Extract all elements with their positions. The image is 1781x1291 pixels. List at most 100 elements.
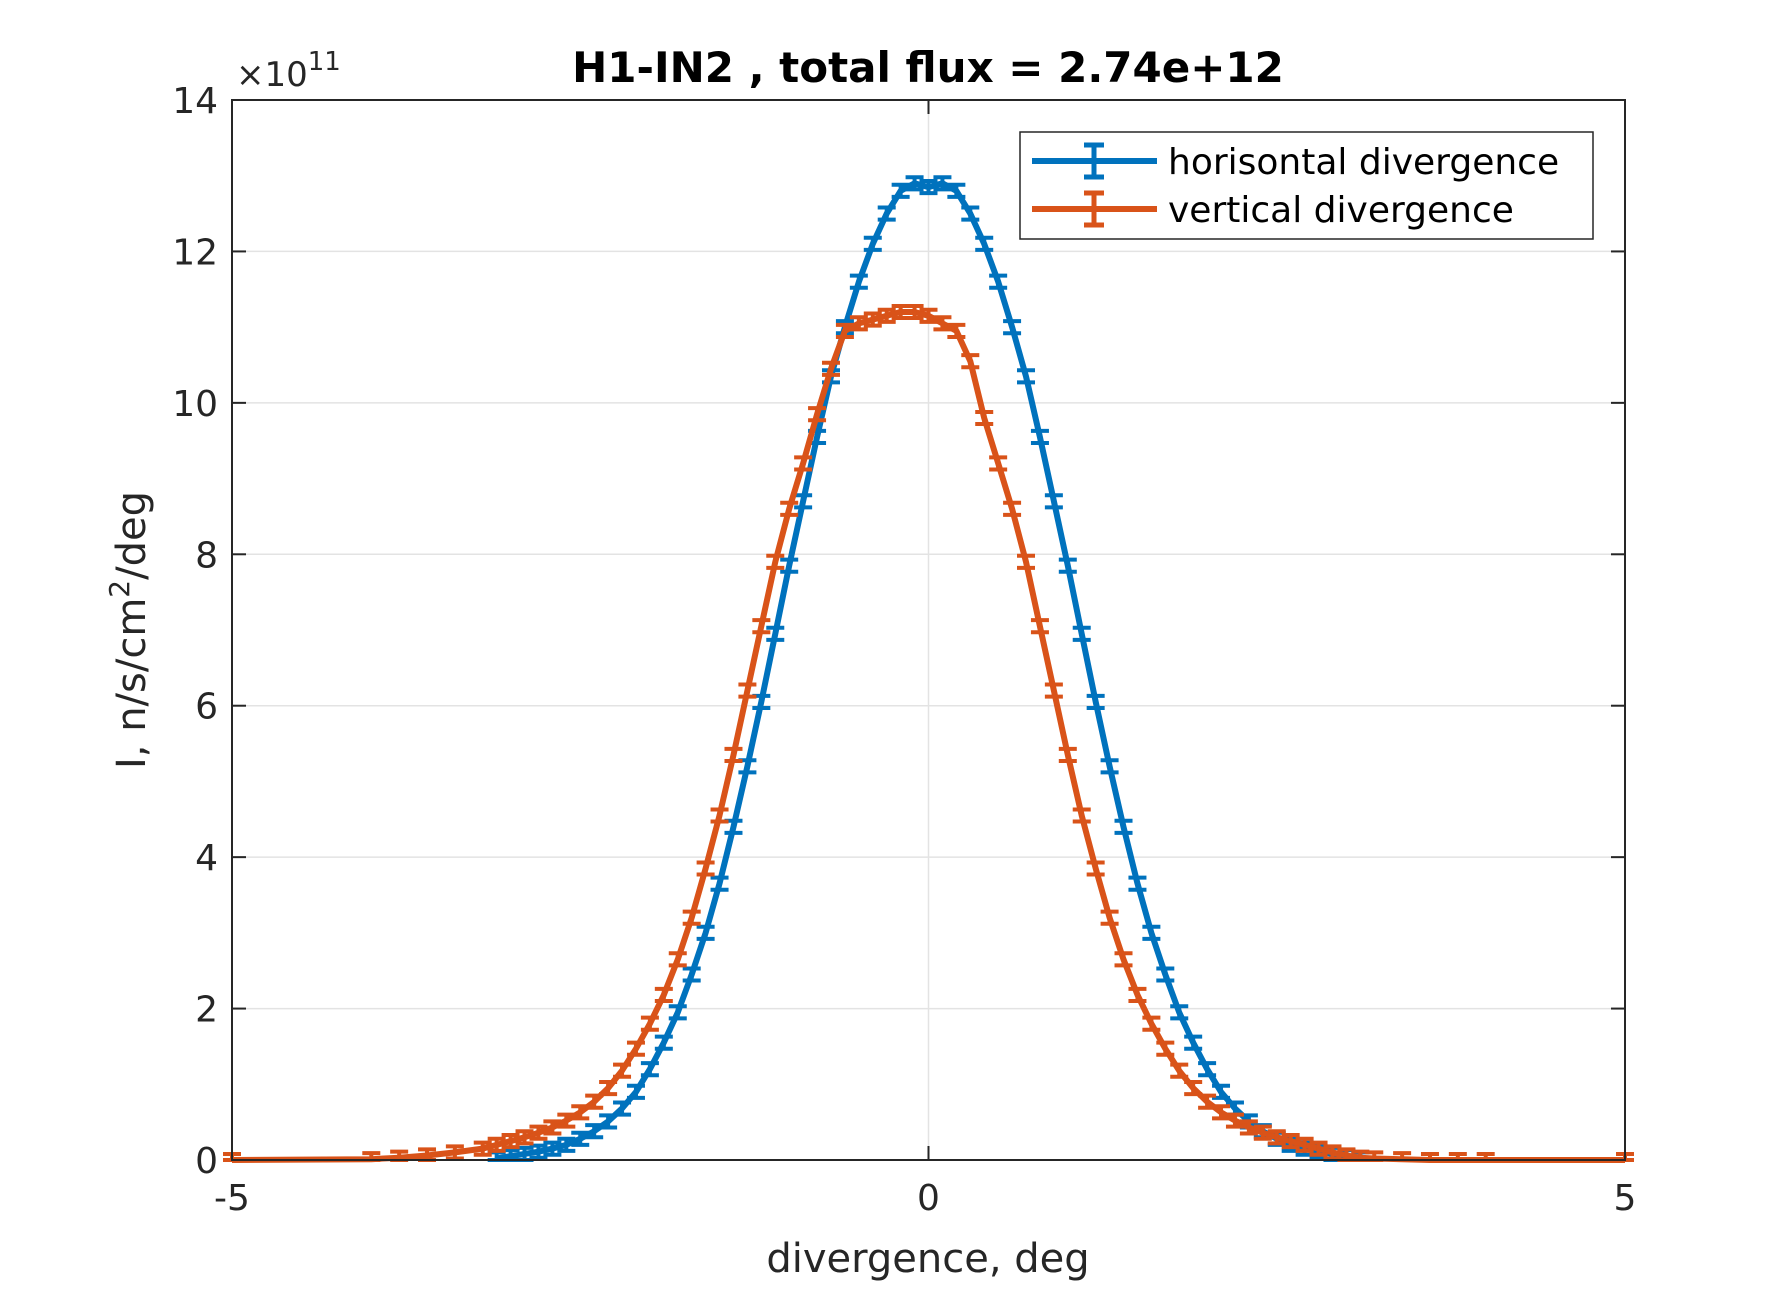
error-bar bbox=[989, 273, 1008, 290]
y-tick-label: 14 bbox=[172, 81, 218, 122]
error-bar bbox=[682, 909, 701, 926]
error-bar bbox=[1072, 807, 1091, 824]
legend-entry-vertical: vertical divergence bbox=[1032, 190, 1514, 231]
error-bar bbox=[808, 406, 827, 423]
error-bar bbox=[1003, 500, 1022, 517]
legend-errorbar-horisontal bbox=[1084, 142, 1104, 180]
error-bar bbox=[1281, 1133, 1300, 1150]
error-bar bbox=[613, 1062, 632, 1079]
error-bar bbox=[1156, 1040, 1175, 1057]
error-bar bbox=[487, 1136, 506, 1153]
error-bar bbox=[668, 951, 687, 968]
error-bar bbox=[794, 455, 813, 472]
error-bar bbox=[696, 924, 715, 941]
error-bar bbox=[640, 1015, 659, 1032]
error-bar bbox=[1267, 1129, 1286, 1146]
y-axis-label: I, n/s/cm2/deg bbox=[103, 491, 155, 769]
y-tick-label: 0 bbox=[195, 1141, 218, 1182]
error-bar bbox=[445, 1144, 464, 1161]
error-bar bbox=[919, 307, 938, 324]
error-bar bbox=[877, 307, 896, 324]
error-bar bbox=[947, 182, 966, 199]
error-bar bbox=[613, 1100, 632, 1117]
error-bar bbox=[571, 1130, 590, 1147]
error-bar bbox=[710, 807, 729, 824]
error-bar bbox=[515, 1129, 534, 1146]
error-bar bbox=[961, 205, 980, 222]
error-bar bbox=[1114, 951, 1133, 968]
y-tick-label: 6 bbox=[195, 687, 218, 728]
legend: horisontal divergence vertical divergenc… bbox=[1019, 131, 1594, 240]
error-bar bbox=[1030, 428, 1049, 445]
error-bar bbox=[1086, 693, 1105, 710]
ticks bbox=[231, 99, 1626, 1161]
error-bar bbox=[1100, 758, 1119, 775]
error-bar bbox=[626, 1040, 645, 1057]
error-bar bbox=[849, 273, 868, 290]
error-bar bbox=[766, 553, 785, 570]
error-bar bbox=[1212, 1104, 1231, 1121]
error-bar bbox=[1086, 860, 1105, 877]
error-bar bbox=[1142, 1015, 1161, 1032]
legend-errorbar-vertical bbox=[1084, 190, 1104, 228]
error-bar bbox=[529, 1143, 548, 1160]
error-bar bbox=[933, 315, 952, 332]
y-tick-label: 4 bbox=[195, 838, 218, 879]
chart-title: H1-IN2 , total flux = 2.74e+12 bbox=[572, 43, 1284, 92]
y-tick-label: 2 bbox=[195, 990, 218, 1031]
error-bar bbox=[557, 1112, 576, 1129]
y-tick-label: 8 bbox=[195, 535, 218, 576]
y-tick-label: 12 bbox=[172, 232, 218, 273]
grid bbox=[232, 100, 1625, 1160]
error-bar bbox=[947, 322, 966, 339]
error-bar bbox=[543, 1140, 562, 1157]
error-bar bbox=[1030, 618, 1049, 635]
error-bar bbox=[654, 986, 673, 1003]
error-bar bbox=[1198, 1061, 1217, 1078]
error-bar bbox=[1044, 682, 1063, 699]
error-bar bbox=[1128, 986, 1147, 1003]
error-bar bbox=[933, 175, 952, 192]
error-bar bbox=[473, 1140, 492, 1157]
error-bar bbox=[710, 875, 729, 892]
error-bar bbox=[1156, 966, 1175, 983]
error-bar bbox=[529, 1124, 548, 1141]
error-bar bbox=[1295, 1136, 1314, 1153]
error-bar bbox=[863, 235, 882, 252]
error-bar bbox=[863, 311, 882, 328]
error-bar bbox=[1044, 493, 1063, 510]
error-bar bbox=[835, 322, 854, 339]
error-bar bbox=[1017, 368, 1036, 385]
error-bar bbox=[849, 315, 868, 332]
error-bar bbox=[1072, 625, 1091, 642]
error-bar bbox=[585, 1123, 604, 1140]
error-bar bbox=[821, 360, 840, 377]
error-bar bbox=[1058, 746, 1077, 763]
error-bar bbox=[877, 205, 896, 222]
error-bar bbox=[1212, 1083, 1231, 1100]
error-bar bbox=[1003, 319, 1022, 336]
error-bar bbox=[682, 966, 701, 983]
x-axis-label: divergence, deg bbox=[766, 1236, 1089, 1282]
error-bar bbox=[780, 557, 799, 574]
error-bar bbox=[780, 500, 799, 517]
error-bar bbox=[1239, 1119, 1258, 1136]
error-bar bbox=[919, 179, 938, 196]
legend-label-horisontal: horisontal divergence bbox=[1168, 142, 1559, 183]
error-bar bbox=[989, 455, 1008, 472]
error-bar bbox=[975, 409, 994, 427]
error-bar bbox=[1170, 1004, 1189, 1021]
legend-box bbox=[1019, 131, 1594, 240]
legend-entry-horisontal: horisontal divergence bbox=[1032, 142, 1559, 183]
error-bar bbox=[961, 353, 980, 370]
y-exponent-label: ×1011 bbox=[236, 47, 341, 95]
error-bar bbox=[557, 1136, 576, 1153]
error-bar bbox=[752, 618, 771, 635]
error-bar bbox=[975, 235, 994, 252]
y-tick-label: 10 bbox=[172, 384, 218, 425]
error-bar bbox=[1225, 1112, 1244, 1129]
error-bar bbox=[668, 1004, 687, 1021]
error-bar bbox=[640, 1061, 659, 1078]
